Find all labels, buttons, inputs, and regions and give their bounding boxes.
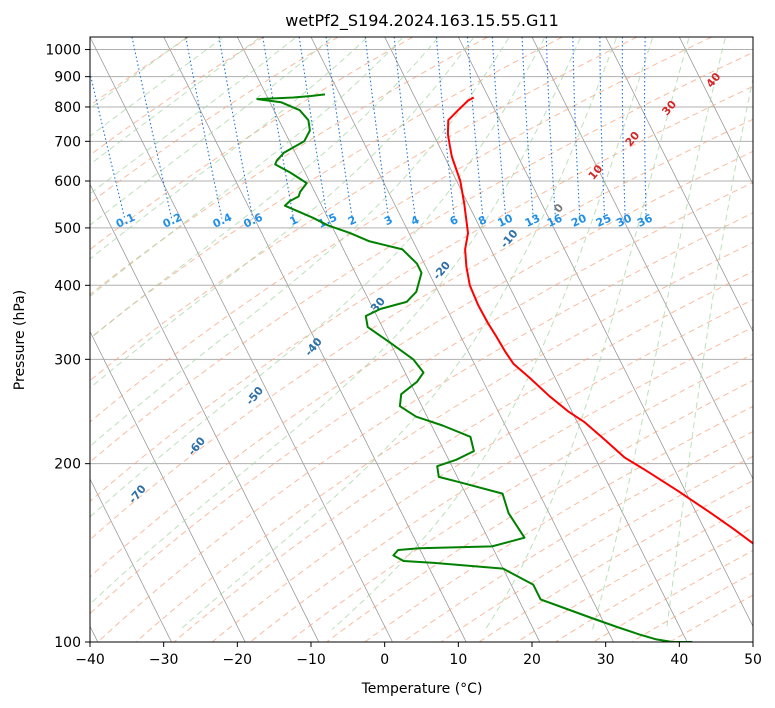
mixing-ratio-label: 10 — [496, 211, 516, 229]
moist-adiabat — [90, 37, 474, 389]
mixing-ratio-label: 20 — [569, 211, 589, 229]
y-axis-label: Pressure (hPa) — [12, 290, 28, 390]
y-tick-label: 200 — [54, 457, 81, 473]
moist-adiabat — [90, 37, 510, 447]
y-tick-label: 100 — [54, 635, 81, 651]
x-tick-label: 0 — [380, 652, 389, 668]
mixing-ratio-line — [262, 37, 295, 219]
y-tick-label: 900 — [54, 70, 81, 86]
mixing-ratio-line — [185, 37, 223, 219]
x-tick-label: −20 — [223, 652, 253, 668]
moist-adiabat — [90, 37, 331, 226]
mixing-ratio-label: 16 — [545, 211, 565, 229]
dry-adiabat — [211, 299, 753, 642]
dry-adiabat — [402, 430, 753, 642]
plot-frame — [89, 36, 754, 643]
y-tick-label: 600 — [54, 174, 81, 190]
mixing-ratio-label: 36 — [635, 211, 655, 229]
moist-adiabat — [592, 38, 726, 630]
chart-title: wetPf2_S194.2024.163.15.55.G11 — [285, 11, 559, 31]
dry-adiabat — [249, 326, 753, 642]
isotherm-gridline — [90, 330, 246, 642]
mixing-ratio-line — [218, 37, 254, 219]
y-tick-label: 300 — [54, 352, 81, 368]
x-tick-label: 40 — [670, 652, 688, 668]
isotherm-gridline — [163, 37, 467, 642]
isotherm-gridline — [384, 37, 688, 642]
y-tick-label: 700 — [54, 134, 81, 150]
y-tick-label: 800 — [54, 100, 81, 116]
mixing-ratio-line — [364, 37, 390, 219]
dry-adiabat — [516, 503, 753, 642]
dry-adiabat — [97, 212, 753, 642]
y-tick-label: 500 — [54, 221, 81, 237]
isotherm-gridline — [531, 37, 753, 480]
dry-adiabat — [135, 241, 753, 642]
dry-adiabat — [90, 181, 753, 615]
dry-adiabat — [90, 37, 488, 296]
dry-adiabat — [90, 118, 753, 541]
dry-adiabat — [478, 480, 753, 642]
mixing-ratio-line — [131, 37, 173, 219]
moist-adiabat — [90, 37, 403, 297]
x-tick-label: 20 — [523, 652, 541, 668]
isotherm-gridline — [605, 37, 753, 333]
dry-adiabat — [90, 150, 753, 578]
moist-adiabat — [90, 37, 545, 518]
mixing-ratio-line — [90, 70, 126, 219]
x-tick-label: −10 — [296, 652, 326, 668]
x-axis-label: Temperature (°C) — [361, 681, 483, 697]
moist-adiabat — [484, 38, 690, 630]
x-tick-label: 50 — [744, 652, 762, 668]
isotherm-gridline — [90, 37, 393, 642]
dry-adiabat — [90, 37, 264, 156]
x-tick-label: 30 — [597, 652, 615, 668]
moist-adiabat — [90, 38, 581, 605]
isotherm-gridline — [678, 37, 753, 186]
dry-adiabat — [555, 527, 753, 642]
mixing-ratio-label: 13 — [523, 212, 542, 230]
isotherm-gridline — [90, 183, 320, 642]
mixing-ratio-line — [393, 37, 416, 219]
dewpoint-profile-line — [256, 93, 693, 642]
dry-adiabat — [90, 37, 414, 251]
axes: −40 −30 −20 −10 0 10 20 30 40 50 100 200 300 400 500 60… — [45, 43, 762, 668]
x-tick-label: 10 — [449, 652, 467, 668]
dry-adiabat — [90, 37, 712, 423]
x-tick-label: −30 — [149, 652, 179, 668]
mixing-ratio-line — [325, 37, 353, 219]
dry-adiabat — [90, 37, 638, 382]
isotherm-gridline — [236, 37, 541, 642]
moist-adiabat — [180, 38, 617, 630]
isotherm-gridline — [457, 37, 753, 628]
dry-adiabat — [440, 455, 753, 642]
isotherm-gridline — [90, 478, 172, 642]
moist-adiabat — [331, 38, 653, 630]
mixing-ratio-line — [298, 37, 328, 219]
mixing-ratio-label: 25 — [594, 212, 613, 230]
moist-adiabat — [90, 37, 367, 260]
y-tick-label: 400 — [54, 278, 81, 294]
dry-adiabat — [173, 270, 753, 642]
mixing-ratio-label: 30 — [614, 211, 634, 229]
temperature-profile-line — [446, 96, 753, 545]
x-tick-label: −40 — [75, 652, 105, 668]
moist-adiabat — [90, 37, 438, 340]
y-tick-label: 1000 — [45, 43, 81, 59]
